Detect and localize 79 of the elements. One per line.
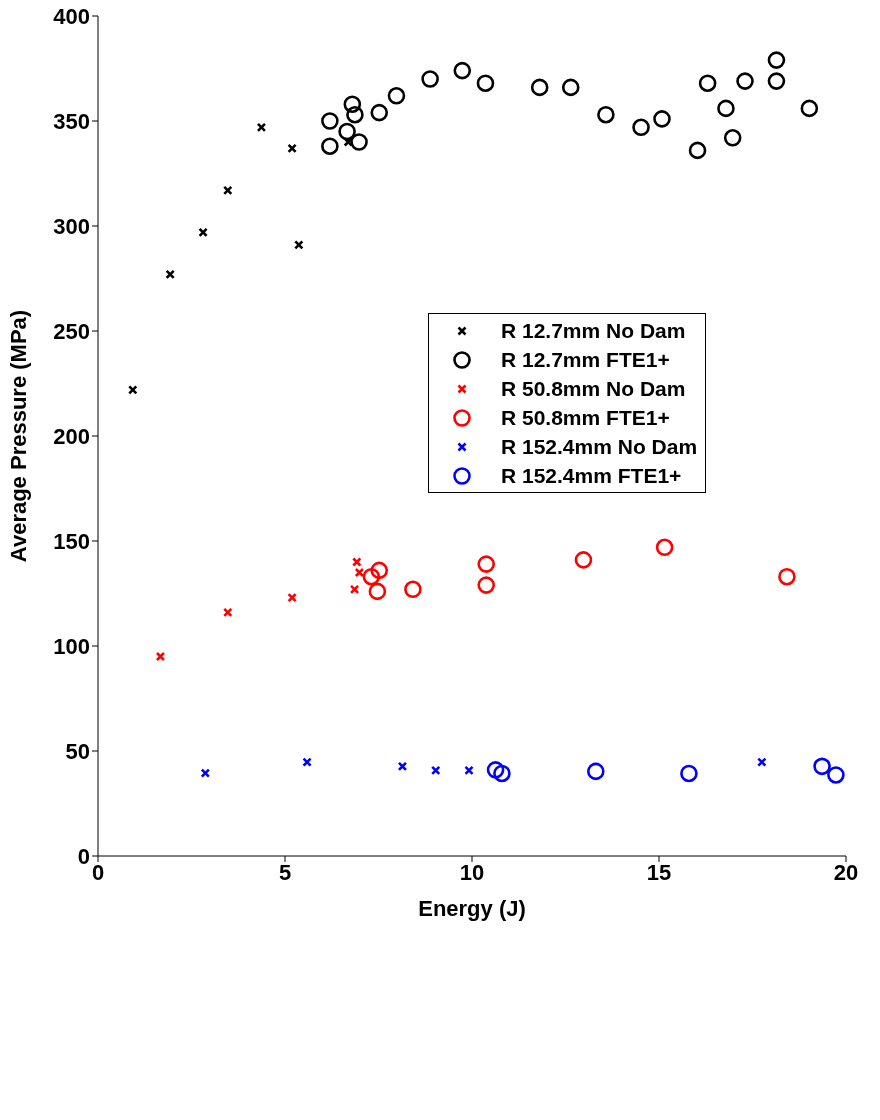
point <box>352 557 362 567</box>
point <box>198 227 208 238</box>
point <box>477 555 496 573</box>
y-tick-label: 100 <box>53 633 90 659</box>
point <box>362 567 381 586</box>
point <box>778 567 796 586</box>
point <box>586 762 605 781</box>
point <box>680 764 698 783</box>
y-tick-label: 0 <box>77 843 90 869</box>
legend-label: R 152.4mm No Dam <box>501 434 698 459</box>
point <box>717 99 735 118</box>
point <box>530 78 549 97</box>
point <box>349 584 360 595</box>
point <box>368 582 387 601</box>
point <box>464 765 474 776</box>
y-tick-label: 400 <box>53 3 90 29</box>
point <box>688 141 707 160</box>
point <box>222 185 233 196</box>
y-axis-title: Average Pressure (MPa) <box>5 309 31 563</box>
point <box>404 580 422 599</box>
point <box>698 74 717 92</box>
point <box>397 761 408 772</box>
point <box>165 269 175 280</box>
point <box>813 757 831 776</box>
y-tick-label: 150 <box>53 528 90 554</box>
point <box>736 72 754 90</box>
point <box>757 757 767 767</box>
x-tick-label: 15 <box>646 859 672 885</box>
legend-label: R 50.8mm No Dam <box>501 376 686 401</box>
point <box>370 103 389 122</box>
point <box>155 651 166 662</box>
point <box>561 78 580 97</box>
point <box>256 122 267 133</box>
y-tick-label: 50 <box>65 738 90 764</box>
point <box>302 757 312 767</box>
legend-label: R 152.4mm FTE1+ <box>501 463 682 488</box>
point <box>200 768 211 778</box>
point <box>653 110 671 128</box>
point <box>294 240 304 250</box>
x-tick-label: 5 <box>278 859 292 885</box>
point <box>346 105 364 124</box>
point <box>767 72 786 90</box>
point <box>597 105 615 124</box>
x-tick-label: 20 <box>833 859 859 885</box>
point <box>476 74 495 92</box>
point <box>287 143 297 154</box>
point <box>655 538 674 557</box>
point <box>800 99 819 118</box>
point <box>222 607 233 618</box>
point <box>287 592 297 603</box>
point <box>632 118 650 137</box>
point <box>370 561 389 580</box>
point <box>321 112 339 130</box>
point <box>767 51 786 69</box>
point <box>827 766 845 784</box>
point <box>421 70 439 88</box>
point <box>453 61 472 80</box>
x-tick-label: 10 <box>459 859 485 885</box>
point <box>723 129 742 147</box>
point <box>486 761 505 779</box>
y-tick-label: 350 <box>53 108 90 134</box>
y-tick-label: 200 <box>53 423 90 449</box>
point <box>127 385 138 395</box>
point <box>343 95 362 113</box>
point <box>321 137 339 155</box>
point <box>477 576 496 594</box>
x-axis-title: Energy (J) <box>418 896 526 921</box>
y-tick-label: 250 <box>53 318 90 344</box>
point <box>493 764 511 783</box>
point <box>574 551 593 569</box>
legend-label: R 50.8mm FTE1+ <box>501 405 670 430</box>
point <box>350 133 368 151</box>
point <box>338 122 356 141</box>
point <box>354 567 365 578</box>
y-tick-label: 300 <box>53 213 90 239</box>
point <box>387 87 406 105</box>
legend-label: R 12.7mm No Dam <box>501 318 686 343</box>
point <box>430 765 441 776</box>
legend-label: R 12.7mm FTE1+ <box>501 347 670 372</box>
